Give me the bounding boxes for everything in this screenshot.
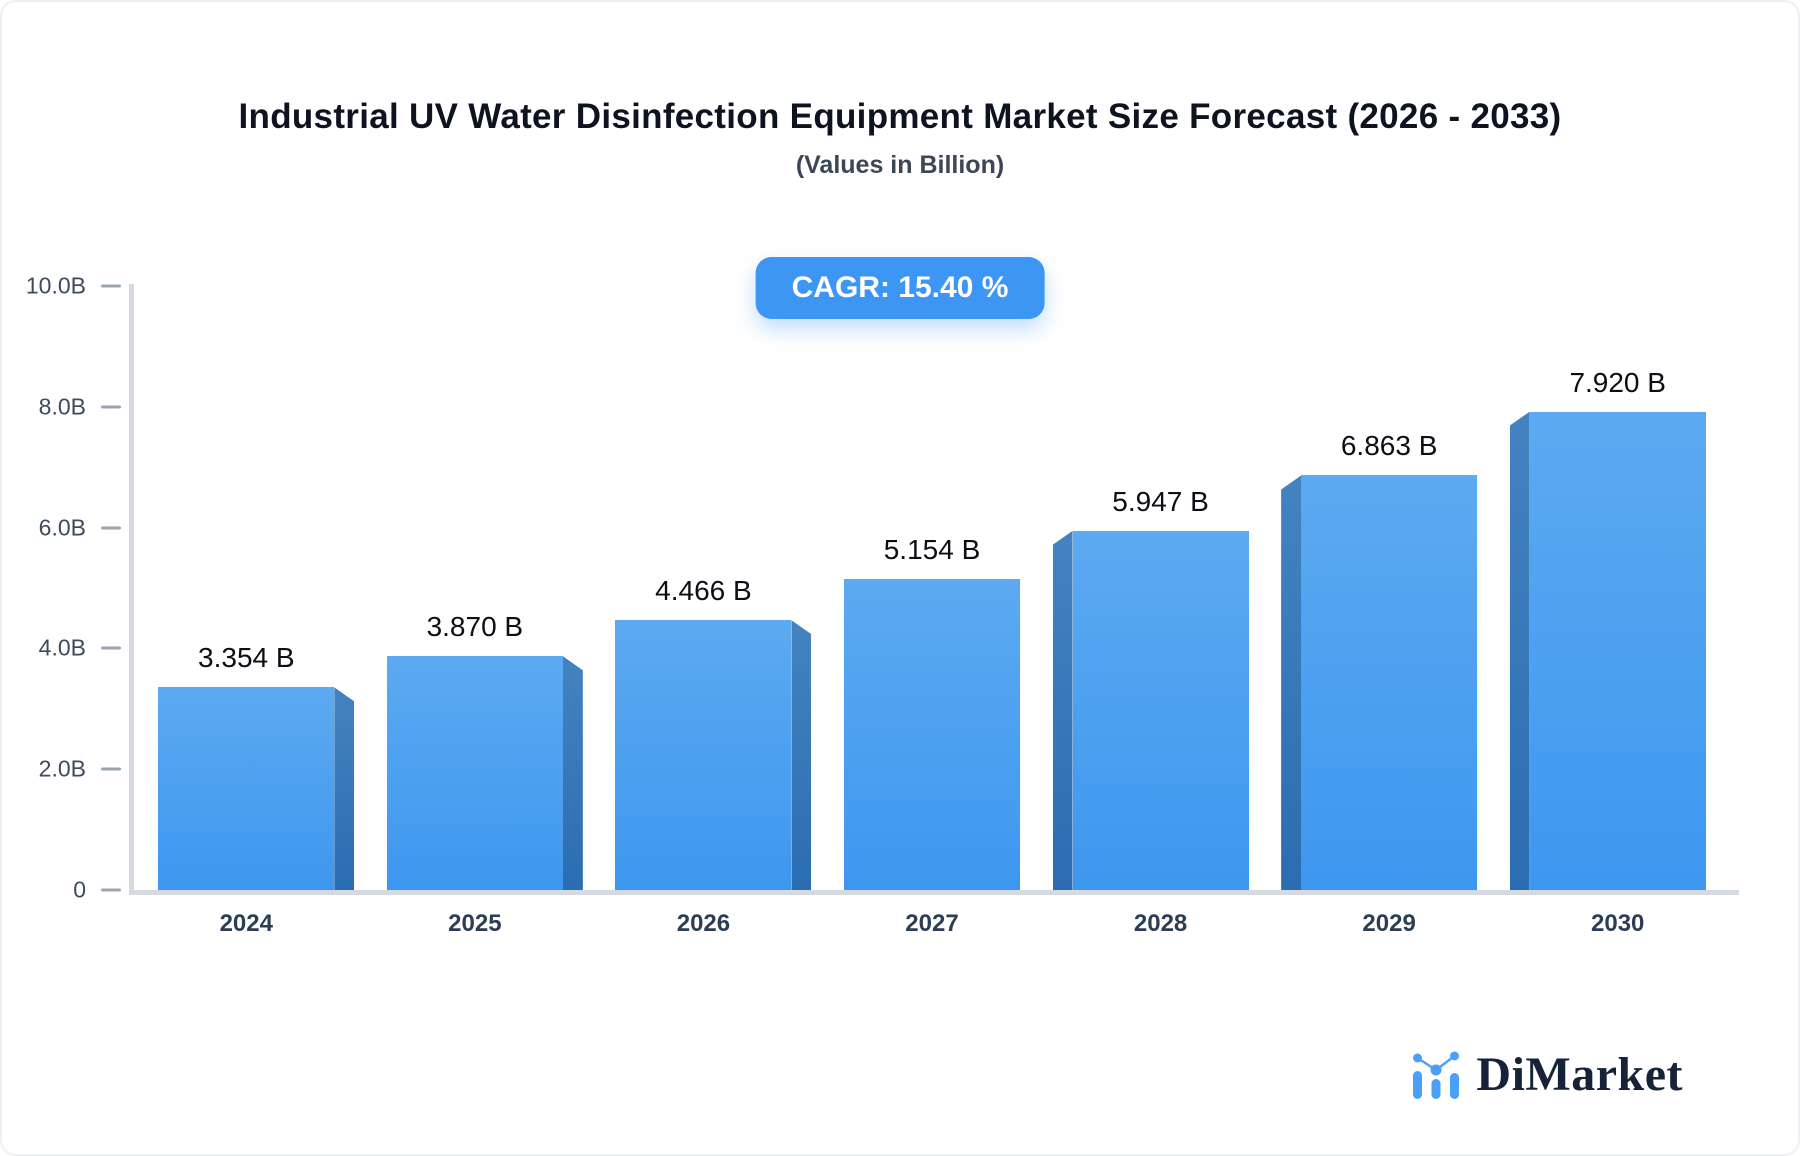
bar-2025: 3.870 B xyxy=(386,611,583,890)
brand-logo: DiMarket xyxy=(1411,1047,1683,1102)
bar-value-label: 4.466 B xyxy=(655,575,752,607)
bar-3d-side xyxy=(334,687,355,890)
bar-3d-side xyxy=(1052,530,1073,890)
bar-2030: 7.920 B xyxy=(1509,367,1706,890)
bar-3d-side xyxy=(1281,475,1302,890)
bar-2026: 4.466 B xyxy=(615,575,812,890)
bar-slot-2027: 5.154 B 2027 xyxy=(818,286,1047,937)
y-tick-label: 4.0B xyxy=(38,634,86,661)
bar-slot-2025: 3.870 B 2025 xyxy=(361,286,590,937)
brand-name: DiMarket xyxy=(1476,1048,1683,1101)
y-tick-label: 8.0B xyxy=(38,393,86,420)
x-axis-line xyxy=(129,890,1739,895)
y-tick: 8.0B xyxy=(22,393,121,420)
y-tick: 0 xyxy=(22,877,121,904)
x-axis-label: 2028 xyxy=(1133,910,1188,937)
x-axis-label: 2030 xyxy=(1591,910,1645,937)
y-tick-mark xyxy=(101,646,121,650)
y-tick-label: 0 xyxy=(73,876,86,903)
x-axis-label: 2027 xyxy=(905,910,959,937)
bar-line-chart-icon xyxy=(1413,1051,1460,1099)
bar-3d-side xyxy=(562,656,583,890)
y-tick-mark xyxy=(101,284,121,288)
y-tick: 2.0B xyxy=(22,756,121,783)
bar-2024: 3.354 B xyxy=(158,642,355,890)
bar-2029: 6.863 B xyxy=(1281,430,1478,890)
bar-chart: 10.0B 8.0B 6.0B 4.0B 2.0B 0 3.354 B 2024 3.870 … xyxy=(26,273,1739,937)
cagr-badge: CAGR: 15.40 % xyxy=(755,257,1045,319)
y-tick-mark xyxy=(101,405,121,409)
x-axis-label: 2029 xyxy=(1362,910,1416,937)
bar-3d-side xyxy=(791,620,812,890)
x-axis-label: 2026 xyxy=(676,910,731,937)
bar-value-label: 7.920 B xyxy=(1569,366,1666,398)
bar-slot-2029: 6.863 B 2029 xyxy=(1275,286,1504,937)
y-tick-mark xyxy=(101,526,121,530)
bar-value-label: 5.154 B xyxy=(883,533,981,565)
y-tick-label: 10.0B xyxy=(25,272,86,299)
bar-2028: 5.947 B xyxy=(1052,486,1249,890)
y-tick: 4.0B xyxy=(22,635,121,662)
y-tick-mark xyxy=(101,888,121,892)
x-axis-label: 2024 xyxy=(219,910,273,937)
bar-slot-2030: 7.920 B 2030 xyxy=(1503,286,1732,937)
chart-title: Industrial UV Water Disinfection Equipme… xyxy=(238,97,1562,136)
chart-subtitle: (Values in Billion) xyxy=(795,151,1005,179)
y-tick: 6.0B xyxy=(22,514,121,541)
bar-3d-side xyxy=(1509,411,1530,890)
bar-slot-2028: 5.947 B 2028 xyxy=(1046,286,1275,937)
bar-value-label: 3.870 B xyxy=(426,611,524,643)
bar-2027: 5.154 B xyxy=(843,534,1020,890)
bar-slot-2024: 3.354 B 2024 xyxy=(132,286,361,937)
y-tick: 10.0B xyxy=(22,273,121,300)
bar-value-label: 3.354 B xyxy=(198,642,295,674)
y-axis-line xyxy=(129,284,134,895)
bar-slot-2026: 4.466 B 2026 xyxy=(589,286,818,937)
x-axis-label: 2025 xyxy=(448,910,502,937)
bar-value-label: 6.863 B xyxy=(1340,430,1438,462)
y-tick-mark xyxy=(101,767,121,771)
y-tick-label: 2.0B xyxy=(38,755,86,782)
y-tick-label: 6.0B xyxy=(38,514,86,541)
bar-value-label: 5.947 B xyxy=(1112,485,1209,517)
